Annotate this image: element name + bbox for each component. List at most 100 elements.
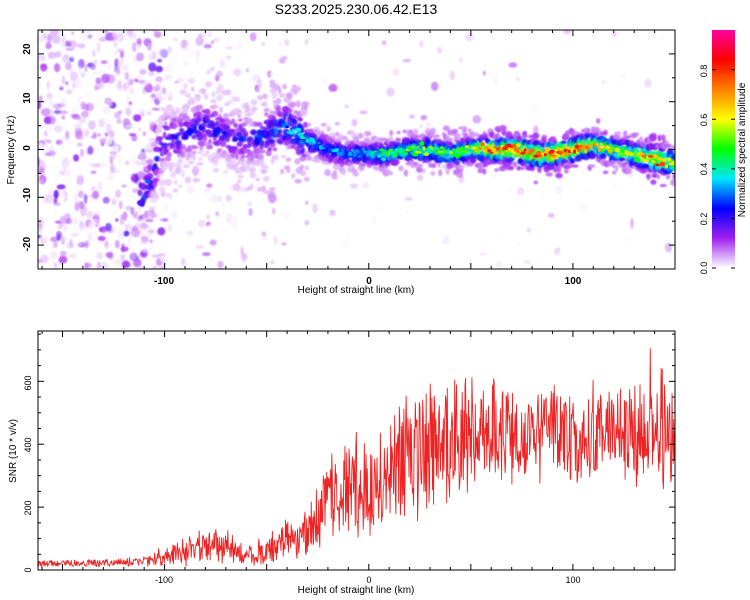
ridge-core xyxy=(655,163,660,167)
noise-blob xyxy=(119,227,125,237)
ridge-blob xyxy=(324,169,331,177)
noise-blob xyxy=(402,58,411,63)
noise-blob xyxy=(113,63,118,73)
ridge-blob xyxy=(191,168,199,173)
ridge-core xyxy=(313,144,320,149)
noise-blob xyxy=(47,115,56,125)
noise-blob xyxy=(405,209,409,214)
ridge-core xyxy=(460,146,464,149)
noise-blob xyxy=(134,176,138,185)
noise-blob xyxy=(76,181,83,185)
ridge-blob xyxy=(280,168,285,175)
ridge-blob xyxy=(286,92,293,100)
noise-blob xyxy=(122,211,128,221)
ridge-blob xyxy=(650,179,657,185)
ridge-blob xyxy=(416,163,423,169)
ridge-blob xyxy=(237,179,242,184)
ridge-blob xyxy=(267,146,272,152)
noise-blob xyxy=(99,36,108,42)
noise-blob xyxy=(555,185,563,195)
ridge-blob xyxy=(146,172,154,180)
ridge-blob xyxy=(262,101,268,106)
noise-blob xyxy=(49,251,58,260)
noise-blob xyxy=(148,71,155,77)
ridge-blob xyxy=(205,81,213,88)
ridge-blob xyxy=(537,166,542,173)
ridge-blob xyxy=(513,131,521,138)
noise-blob xyxy=(121,184,127,188)
noise-blob xyxy=(89,63,97,69)
spectrogram-heatmap xyxy=(38,30,675,269)
noise-blob xyxy=(212,195,216,206)
ridge-blob xyxy=(633,132,640,136)
noise-blob xyxy=(664,242,673,253)
snr-xtick-100: 100 xyxy=(565,575,580,585)
noise-blob xyxy=(56,224,61,230)
noise-blob xyxy=(253,74,261,82)
noise-blob xyxy=(104,245,110,254)
ridge-blob xyxy=(402,129,408,134)
noise-blob xyxy=(146,111,152,116)
ridge-blob xyxy=(180,170,186,178)
noise-blob xyxy=(179,43,185,49)
noise-blob xyxy=(120,246,129,252)
ridge-blob xyxy=(265,149,272,157)
noise-blob xyxy=(124,71,130,81)
ridge-blob xyxy=(230,110,237,117)
ridge-blob xyxy=(183,82,188,90)
ridge-blob xyxy=(249,171,257,179)
ridge-blob xyxy=(171,122,178,130)
ridge-blob xyxy=(649,132,658,139)
ridge-blob xyxy=(389,130,394,137)
noise-blob xyxy=(409,114,415,119)
noise-blob xyxy=(198,219,206,228)
noise-blob xyxy=(84,91,94,99)
noise-blob xyxy=(90,135,97,139)
noise-blob xyxy=(92,252,96,260)
ridge-blob xyxy=(398,165,404,172)
ridge-blob xyxy=(156,136,163,142)
noise-blob xyxy=(155,216,164,226)
ridge-blob xyxy=(178,121,183,128)
ridge-blob xyxy=(477,168,484,174)
ridge-blob xyxy=(553,140,558,145)
ridge-blob xyxy=(457,164,465,170)
noise-blob xyxy=(149,239,153,244)
noise-blob xyxy=(99,138,107,144)
ridge-blob xyxy=(623,130,628,137)
noise-blob xyxy=(126,215,135,225)
ridge-blob xyxy=(282,84,287,90)
ridge-blob xyxy=(495,133,501,141)
noise-blob xyxy=(149,121,154,130)
noise-blob xyxy=(68,253,77,259)
ridge-blob xyxy=(240,154,246,158)
ridge-blob xyxy=(241,161,245,167)
snr-frame xyxy=(37,330,676,571)
ridge-blob xyxy=(364,130,372,137)
noise-blob xyxy=(122,118,131,126)
ridge-blob xyxy=(249,183,254,190)
ridge-blob xyxy=(192,145,199,150)
ridge-blob xyxy=(575,131,580,135)
noise-blob xyxy=(138,108,145,117)
ridge-blob xyxy=(331,176,339,180)
ridge-blob xyxy=(180,144,186,151)
noise-blob xyxy=(123,230,130,237)
ridge-core xyxy=(480,142,485,147)
noise-blob xyxy=(204,187,211,194)
noise-blob xyxy=(50,236,59,243)
ridge-core xyxy=(440,146,444,150)
noise-blob xyxy=(283,212,291,218)
noise-blob xyxy=(158,48,163,57)
ridge-core xyxy=(312,140,316,144)
ridge-blob xyxy=(313,126,320,132)
ridge-core xyxy=(543,153,548,156)
ridge-core xyxy=(417,151,422,154)
ridge-blob xyxy=(195,111,203,117)
noise-blob xyxy=(419,124,423,128)
noise-blob xyxy=(92,190,99,199)
noise-blob xyxy=(155,65,163,73)
noise-blob xyxy=(79,206,87,217)
noise-blob xyxy=(386,87,395,97)
colorbar: 0.0 0.2 0.4 0.6 0.8 Normalized spectral … xyxy=(699,30,748,274)
